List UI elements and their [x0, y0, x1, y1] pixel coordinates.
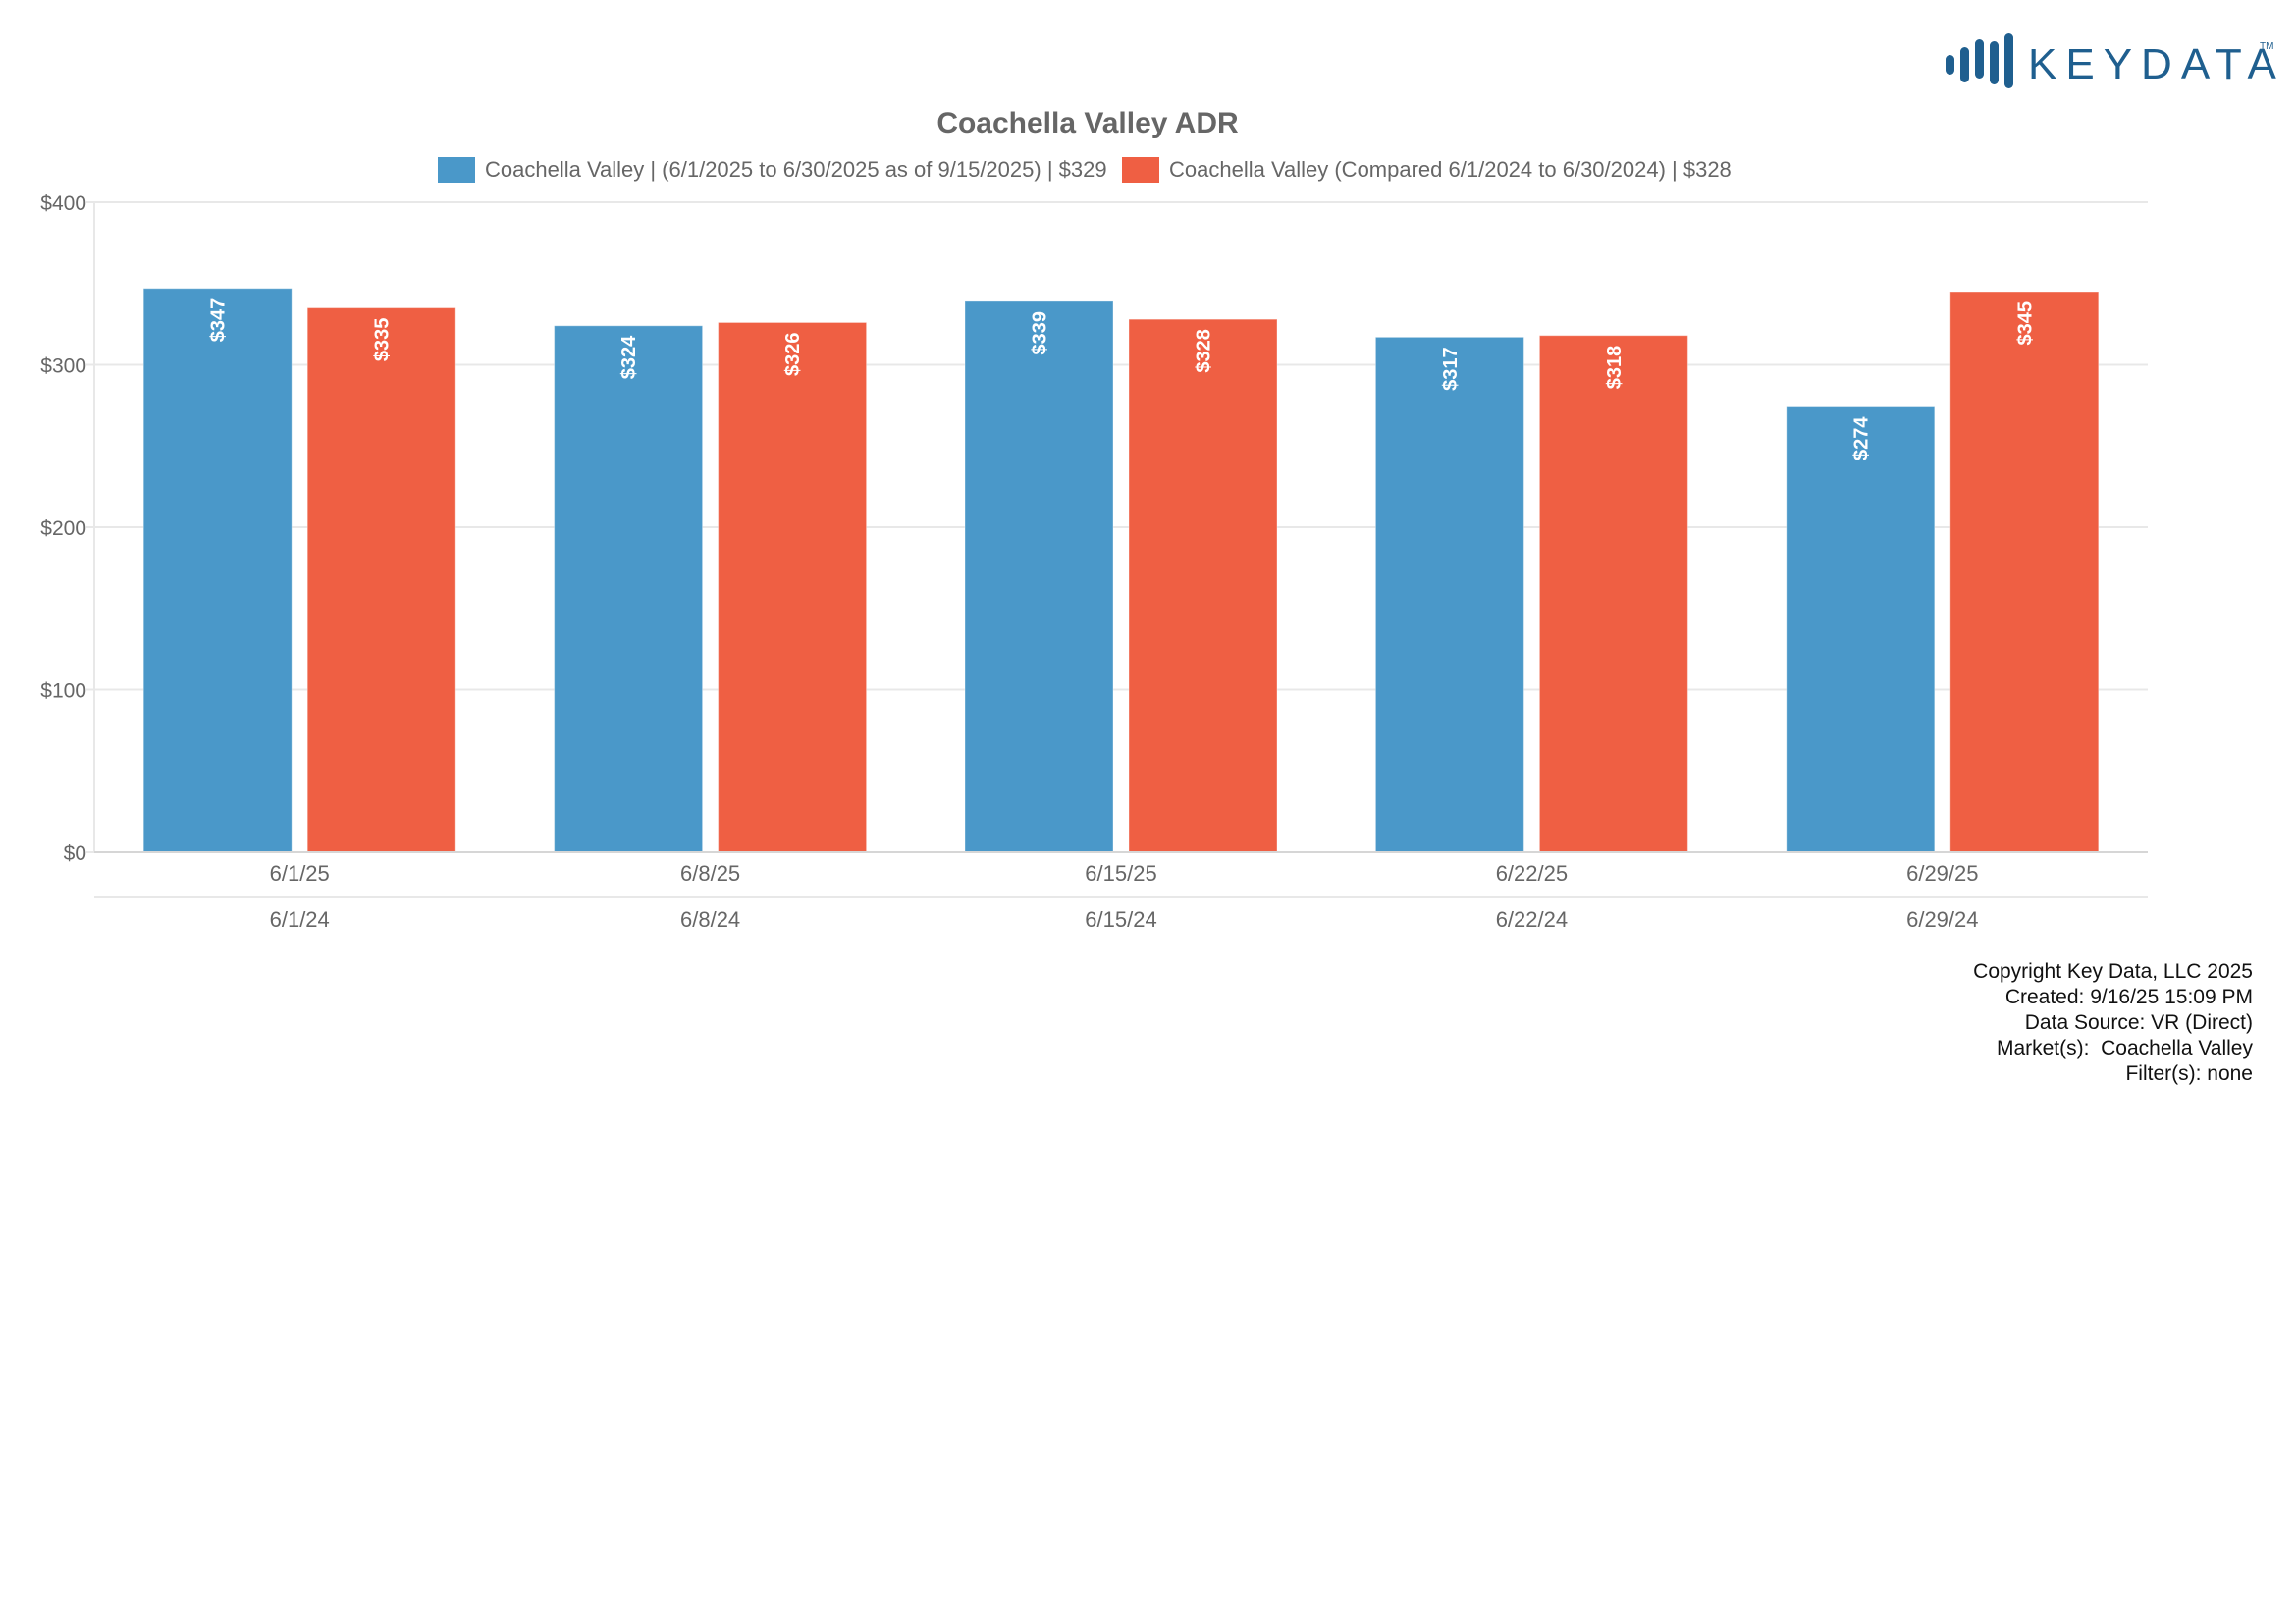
- legend-item-compare[interactable]: Coachella Valley (Compared 6/1/2024 to 6…: [1122, 157, 1732, 183]
- data-label-compare: $328: [1194, 329, 1215, 373]
- footer-data-source: Data Source: VR (Direct): [2024, 1011, 2253, 1034]
- report-footer: Copyright Key Data, LLC 2025 Created: 9/…: [1973, 959, 2253, 1087]
- bar-current[interactable]: [964, 300, 1114, 853]
- legend-swatch-compare: [1122, 157, 1159, 183]
- x-tick-label-secondary: 6/1/24: [270, 907, 330, 932]
- legend: Coachella Valley | (6/1/2025 to 6/30/202…: [438, 157, 1732, 183]
- keydata-logo-mark: KEYDATA TM: [1946, 33, 2277, 88]
- x-tick-label: 6/29/25: [1906, 861, 1978, 886]
- adr-bar-chart: Coachella Valley ADR Coachella Valley | …: [40, 107, 2148, 932]
- bar-current[interactable]: [1786, 406, 1936, 853]
- bars: $347 $335 $324 $326 $339 $328 $317 $318 $274 $345: [142, 288, 2100, 853]
- data-label-compare: $345: [2014, 301, 2036, 346]
- bars-icon: [1946, 33, 2013, 88]
- y-tick-label: $400: [40, 192, 86, 215]
- trademark-mark: TM: [2260, 41, 2273, 52]
- logo-wordmark: KEYDATA: [2028, 40, 2277, 88]
- data-label-current: $347: [208, 298, 230, 343]
- data-label-compare: $326: [782, 332, 804, 376]
- bar-current[interactable]: [1374, 336, 1524, 853]
- x-tick-label-secondary: 6/29/24: [1906, 907, 1978, 932]
- data-label-compare: $318: [1604, 346, 1626, 390]
- bar-compare[interactable]: [1949, 291, 2100, 853]
- data-label-current: $324: [618, 335, 640, 379]
- bar-compare[interactable]: [306, 307, 456, 853]
- legend-label-compare: Coachella Valley (Compared 6/1/2024 to 6…: [1169, 157, 1732, 182]
- y-tick-label: $100: [40, 680, 86, 703]
- data-label-current: $339: [1030, 311, 1051, 355]
- y-tick-label: $300: [40, 355, 86, 378]
- bar-compare[interactable]: [1538, 335, 1688, 853]
- bar-current[interactable]: [142, 288, 293, 853]
- data-label-compare: $335: [372, 318, 394, 362]
- footer-copyright: Copyright Key Data, LLC 2025: [1973, 960, 2253, 983]
- keydata-logo: KEYDATA TM: [1944, 27, 2277, 96]
- x-tick-label: 6/1/25: [270, 861, 330, 886]
- y-tick-label: $200: [40, 517, 86, 540]
- legend-label-current: Coachella Valley | (6/1/2025 to 6/30/202…: [485, 157, 1107, 182]
- x-tick-label: 6/15/25: [1085, 861, 1156, 886]
- data-label-current: $274: [1850, 416, 1872, 460]
- legend-swatch-current: [438, 157, 475, 183]
- y-axis: $0 $100 $200 $300 $400: [40, 192, 94, 865]
- x-tick-label-secondary: 6/8/24: [680, 907, 740, 932]
- footer-created: Created: 9/16/25 15:09 PM: [2004, 986, 2253, 1008]
- bar-current[interactable]: [554, 325, 704, 853]
- bar-compare[interactable]: [718, 321, 868, 853]
- bar-compare[interactable]: [1128, 318, 1278, 853]
- x-tick-label: 6/8/25: [680, 861, 740, 886]
- data-label-current: $317: [1440, 347, 1462, 391]
- chart-title: Coachella Valley ADR: [936, 107, 1239, 139]
- x-tick-label-secondary: 6/15/24: [1085, 907, 1156, 932]
- x-tick-label-secondary: 6/22/24: [1496, 907, 1568, 932]
- x-axis: 6/1/25 6/1/24 6/8/25 6/8/24 6/15/25 6/15/24 6/…: [94, 851, 2148, 932]
- footer-filters: Filter(s): none: [2125, 1062, 2253, 1085]
- x-tick-label: 6/22/25: [1496, 861, 1568, 886]
- y-tick-label: $0: [64, 842, 86, 865]
- footer-markets: Market(s): Coachella Valley: [1996, 1037, 2253, 1059]
- legend-item-current[interactable]: Coachella Valley | (6/1/2025 to 6/30/202…: [438, 157, 1107, 183]
